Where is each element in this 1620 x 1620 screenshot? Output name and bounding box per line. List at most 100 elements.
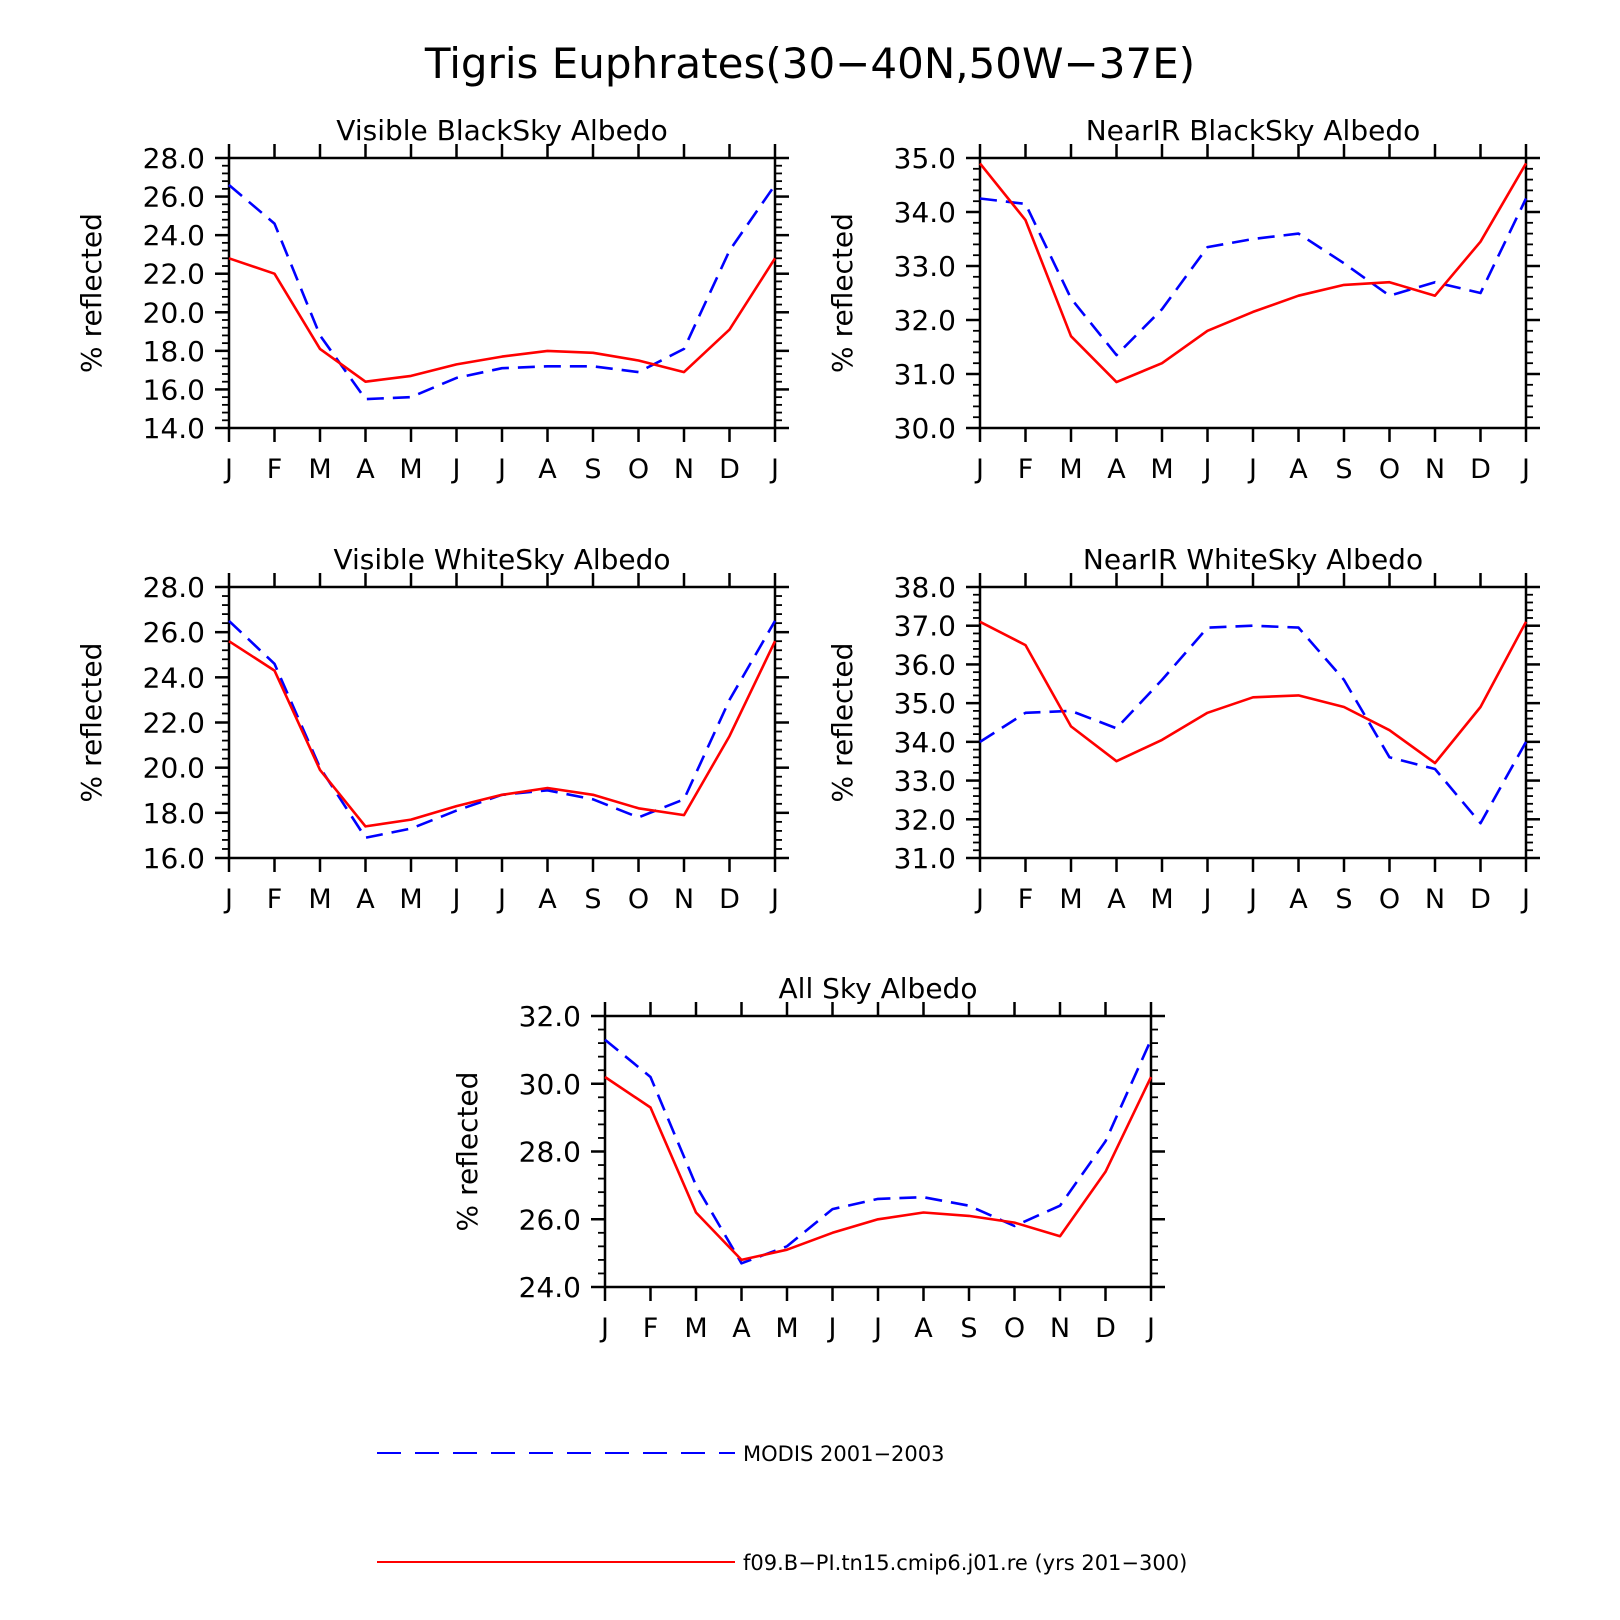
panel-title: NearIR BlackSky Albedo xyxy=(1086,114,1421,147)
y-tick-label: 16.0 xyxy=(143,373,205,406)
x-tick-label: S xyxy=(960,1313,977,1344)
x-tick-label: J xyxy=(1520,884,1530,915)
y-tick-label: 22.0 xyxy=(143,258,205,291)
x-tick-label: J xyxy=(1202,884,1212,915)
x-tick-label: M xyxy=(1059,884,1082,915)
x-tick-label: J xyxy=(769,454,779,485)
series-line-modis xyxy=(979,624,1528,825)
y-tick-label: 16.0 xyxy=(143,842,205,875)
x-tick-label: S xyxy=(1335,884,1352,915)
x-tick-label: M xyxy=(1150,884,1173,915)
x-tick-label: M xyxy=(308,884,331,915)
y-tick-label: 35.0 xyxy=(894,687,956,720)
y-tick-label: 26.0 xyxy=(143,616,205,649)
x-tick-label: J xyxy=(974,454,984,485)
series-line-model xyxy=(228,257,777,384)
x-tick-label: J xyxy=(769,884,779,915)
x-tick-label: A xyxy=(1289,884,1308,915)
x-tick-label: A xyxy=(732,1313,751,1344)
y-tick-label: 20.0 xyxy=(143,296,205,329)
panel-title: NearIR WhiteSky Albedo xyxy=(1083,543,1423,576)
x-tick-label: M xyxy=(399,454,422,485)
x-tick-label: O xyxy=(628,884,649,915)
x-tick-label: S xyxy=(584,884,601,915)
y-tick-label: 38.0 xyxy=(894,571,956,604)
y-tick-label: 31.0 xyxy=(894,842,956,875)
plot-frame xyxy=(227,585,777,860)
series-line-model xyxy=(604,1075,1153,1262)
x-tick-label: J xyxy=(974,884,984,915)
x-tick-label: M xyxy=(1150,454,1173,485)
panel-title: All Sky Albedo xyxy=(779,972,978,1005)
y-tick-label: 26.0 xyxy=(519,1203,581,1236)
x-tick-label: N xyxy=(1425,454,1445,485)
y-tick-label: 24.0 xyxy=(519,1271,581,1304)
y-tick-label: 37.0 xyxy=(894,610,956,643)
x-tick-label: J xyxy=(223,454,233,485)
x-tick-label: M xyxy=(1059,454,1082,485)
x-tick-label: J xyxy=(599,1313,609,1344)
y-axis-label: % reflected xyxy=(75,643,108,803)
x-tick-label: D xyxy=(1095,1313,1116,1344)
x-tick-label: J xyxy=(1247,454,1257,485)
x-tick-label: A xyxy=(1289,454,1308,485)
panel-title: Visible WhiteSky Albedo xyxy=(333,543,670,576)
x-tick-label: A xyxy=(356,884,375,915)
y-tick-label: 20.0 xyxy=(143,752,205,785)
x-tick-label: J xyxy=(827,1313,837,1344)
plot-frame xyxy=(227,156,777,430)
x-tick-label: A xyxy=(356,454,375,485)
x-tick-label: F xyxy=(267,884,283,915)
x-tick-label: N xyxy=(674,884,694,915)
y-axis-label: % reflected xyxy=(826,643,859,803)
x-tick-label: D xyxy=(1470,454,1491,485)
y-tick-label: 34.0 xyxy=(894,726,956,759)
y-tick-label: 14.0 xyxy=(143,412,205,445)
x-tick-label: J xyxy=(872,1313,882,1344)
x-tick-label: N xyxy=(1050,1313,1070,1344)
x-tick-label: O xyxy=(1004,1313,1025,1344)
series-line-model xyxy=(228,640,777,828)
y-tick-label: 35.0 xyxy=(894,142,956,175)
series-line-model xyxy=(979,620,1528,765)
x-tick-label: F xyxy=(1018,884,1034,915)
x-tick-label: J xyxy=(1202,454,1212,485)
y-tick-label: 18.0 xyxy=(143,797,205,830)
legend-label-model: f09.B−PI.tn15.cmip6.j01.re (yrs 201−300) xyxy=(743,1551,1187,1575)
x-tick-label: D xyxy=(719,884,740,915)
x-tick-label: M xyxy=(399,884,422,915)
series-line-modis xyxy=(228,184,777,401)
x-tick-label: A xyxy=(1107,454,1126,485)
y-tick-label: 31.0 xyxy=(894,358,956,391)
x-tick-label: F xyxy=(643,1313,659,1344)
y-tick-label: 28.0 xyxy=(519,1136,581,1169)
y-tick-label: 34.0 xyxy=(894,196,956,229)
x-tick-label: J xyxy=(496,884,506,915)
y-axis-label: % reflected xyxy=(826,213,859,373)
y-tick-label: 33.0 xyxy=(894,765,956,798)
x-tick-label: M xyxy=(684,1313,707,1344)
y-tick-label: 26.0 xyxy=(143,181,205,214)
figure-title: Tigris Euphrates(30−40N,50W−37E) xyxy=(424,39,1195,88)
x-tick-label: F xyxy=(1018,454,1034,485)
series-line-modis xyxy=(604,1038,1153,1265)
y-tick-label: 32.0 xyxy=(894,304,956,337)
x-tick-label: J xyxy=(1145,1313,1155,1344)
x-tick-label: J xyxy=(496,454,506,485)
x-tick-label: S xyxy=(1335,454,1352,485)
x-tick-label: D xyxy=(719,454,740,485)
panel-title: Visible BlackSky Albedo xyxy=(336,114,667,147)
x-tick-label: A xyxy=(1107,884,1126,915)
x-tick-label: J xyxy=(451,884,461,915)
y-tick-label: 32.0 xyxy=(519,1000,581,1033)
y-axis-label: % reflected xyxy=(451,1072,484,1232)
x-tick-label: N xyxy=(674,454,694,485)
series-line-modis xyxy=(979,197,1528,357)
y-tick-label: 28.0 xyxy=(143,142,205,175)
